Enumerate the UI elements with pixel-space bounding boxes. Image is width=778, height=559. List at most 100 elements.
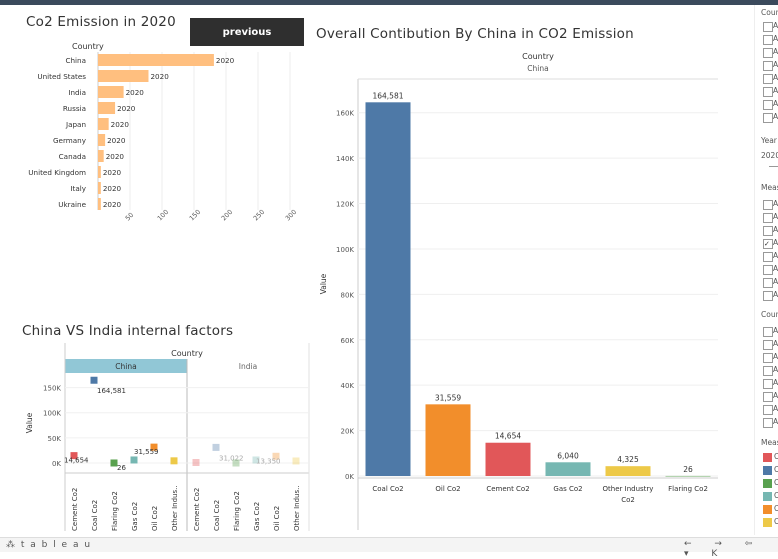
- chart2-y-tick: 140K: [336, 155, 354, 163]
- chart3-category-label: Flaring Co2: [233, 491, 241, 531]
- chart2-bar: [425, 404, 471, 476]
- filter-checkbox[interactable]: ✓: [763, 239, 773, 249]
- legend-swatch[interactable]: [763, 492, 772, 501]
- chart2-y-tick: 20K: [341, 428, 355, 436]
- chart1-bar-label: 2020: [103, 184, 122, 193]
- filter-checkbox[interactable]: [763, 265, 773, 275]
- filter-checkbox[interactable]: [763, 418, 773, 428]
- chart2-bar: [665, 475, 711, 477]
- filter-checkbox[interactable]: [763, 252, 773, 262]
- filter-checkbox[interactable]: [763, 392, 773, 402]
- china-contribution-chart: Country China Value 0K 20K 40K 60K 80K 100K 12…: [319, 52, 718, 530]
- legend-label: C: [774, 452, 778, 461]
- chart3-category-label: Other Indus..: [171, 485, 179, 531]
- chart3-category-label: Oil Co2: [151, 506, 159, 531]
- filter-checkbox[interactable]: [763, 22, 773, 32]
- filter-option-label: A: [773, 290, 778, 299]
- filter-checkbox[interactable]: [763, 100, 773, 110]
- legend-swatch[interactable]: [763, 518, 772, 527]
- previous-button[interactable]: previous: [190, 18, 304, 46]
- chart1-bar: [98, 182, 101, 194]
- legend-swatch[interactable]: [763, 466, 772, 475]
- chart3-point: [252, 456, 260, 464]
- chart3-point: [70, 452, 78, 460]
- chart2-y-tick: 40K: [341, 382, 355, 390]
- footer-nav-controls[interactable]: ← → ⇦ ▾ K: [684, 539, 763, 559]
- filter-checkbox[interactable]: [763, 113, 773, 123]
- chart3-category-label: Coal Co2: [213, 500, 221, 531]
- year-filter-value[interactable]: 2020: [761, 151, 778, 160]
- chart3-value-label: 164,581: [97, 387, 126, 395]
- filter-checkbox[interactable]: [763, 35, 773, 45]
- chart3-y-tick: 150K: [43, 385, 61, 393]
- legend-swatch[interactable]: [763, 453, 772, 462]
- chart1-bar-label: 2020: [103, 200, 122, 209]
- chart2-value-label: 14,654: [495, 432, 521, 441]
- filter-checkbox[interactable]: [763, 291, 773, 301]
- chart3-ylabel: Value: [25, 412, 34, 433]
- chart3-point: [150, 443, 158, 451]
- chart1-bar-label: 2020: [103, 168, 122, 177]
- chart3-value-label: 31,559: [134, 448, 159, 456]
- chart1-category-label: China: [65, 56, 86, 65]
- chart1-bar-label: 2020: [107, 136, 126, 145]
- filter-panel: Count Year 2020 Meas Coun Meas AAAAAAAAA…: [754, 5, 778, 535]
- chart3-point: [90, 376, 98, 384]
- filter-checkbox[interactable]: [763, 327, 773, 337]
- filter-checkbox[interactable]: [763, 200, 773, 210]
- chart3-y-tick: 0K: [52, 460, 61, 468]
- country2-filter-label: Coun: [761, 310, 778, 319]
- chart3-title: China VS India internal factors: [22, 323, 234, 339]
- chart1-category-label: United States: [37, 72, 86, 81]
- chart1-bar: [98, 86, 124, 98]
- filter-checkbox[interactable]: [763, 405, 773, 415]
- filter-checkbox[interactable]: [763, 278, 773, 288]
- filter-option-label: A: [773, 404, 778, 413]
- chart1-bar: [98, 150, 104, 162]
- chart2-category-label: Other Industry: [603, 485, 654, 493]
- chart1-bar: [98, 70, 149, 82]
- chart2-y-tick: 100K: [336, 246, 354, 254]
- chart3-point: [292, 457, 300, 465]
- legend-swatch[interactable]: [763, 479, 772, 488]
- filter-checkbox[interactable]: [763, 213, 773, 223]
- chart2-category-label: Flaring Co2: [668, 485, 708, 493]
- filter-option-label: A: [773, 417, 778, 426]
- legend-swatch[interactable]: [763, 505, 772, 514]
- chart1-bar: [98, 198, 101, 210]
- india-panel-label: India: [239, 362, 257, 371]
- filter-checkbox[interactable]: [763, 353, 773, 363]
- chart1-col-header: Country: [72, 42, 104, 51]
- measure-filter-label: Meas: [761, 183, 778, 192]
- filter-checkbox[interactable]: [763, 74, 773, 84]
- filter-checkbox[interactable]: [763, 340, 773, 350]
- chart2-y-tick: 120K: [336, 201, 354, 209]
- filter-checkbox[interactable]: [763, 379, 773, 389]
- chart2-y-tick: 80K: [341, 291, 355, 299]
- chart1-x-tick: 300: [284, 208, 298, 222]
- chart3-category-label: Coal Co2: [91, 500, 99, 531]
- chart1-bar: [98, 166, 101, 178]
- filter-option-label: A: [773, 73, 778, 82]
- chart2-category-label: Oil Co2: [435, 485, 460, 493]
- chart3-point: [232, 459, 240, 467]
- chart3-col-header: Country: [171, 349, 203, 358]
- chart1-x-tick: 100: [156, 208, 170, 222]
- chart3-category-label: Other Indus..: [293, 485, 301, 531]
- chart1-bar-label: 2020: [216, 56, 235, 65]
- chart1-x-tick: 150: [188, 208, 202, 222]
- china-panel-label: China: [115, 362, 136, 371]
- year-slider[interactable]: [769, 166, 778, 167]
- chart3-value-label: 14,654: [64, 457, 89, 465]
- filter-checkbox[interactable]: [763, 226, 773, 236]
- tableau-logo[interactable]: ⁂ t a b l e a u: [6, 540, 92, 550]
- chart2-col-value: China: [527, 64, 548, 73]
- filter-option-label: A: [773, 212, 778, 221]
- filter-checkbox[interactable]: [763, 48, 773, 58]
- filter-checkbox[interactable]: [763, 61, 773, 71]
- filter-checkbox[interactable]: [763, 87, 773, 97]
- chart2-category-label: Gas Co2: [553, 485, 582, 493]
- chart2-ylabel: Value: [319, 273, 328, 294]
- chart1-bar-label: 2020: [111, 120, 130, 129]
- filter-checkbox[interactable]: [763, 366, 773, 376]
